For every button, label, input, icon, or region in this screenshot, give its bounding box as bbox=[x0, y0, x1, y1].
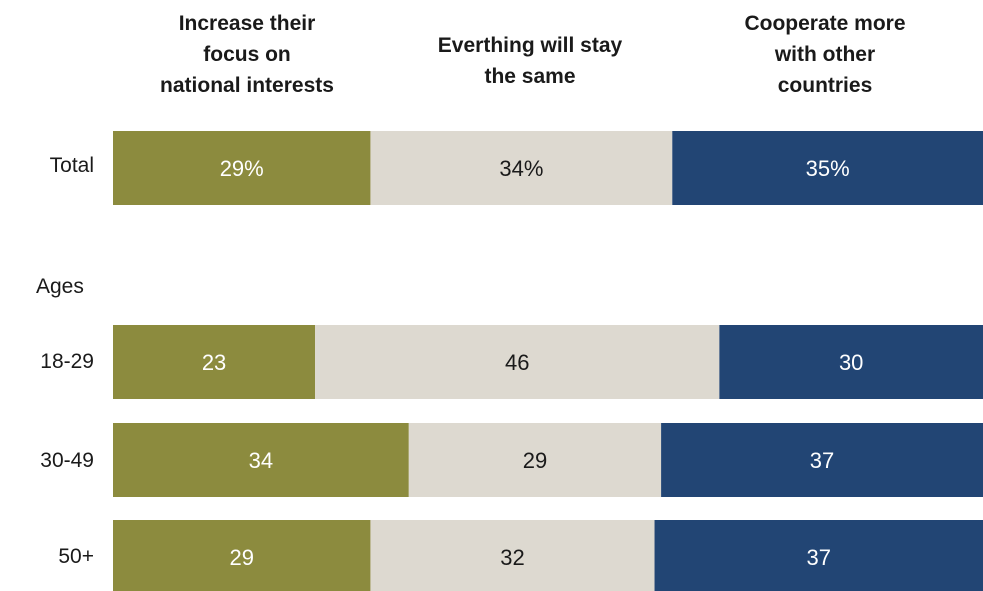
row-label-total: Total bbox=[49, 154, 94, 177]
bar-50-plus-national-interests bbox=[113, 520, 371, 591]
bar-total-cooperate bbox=[672, 131, 983, 205]
row-label-18-29: 18-29 bbox=[40, 350, 94, 373]
bar-30-49-cooperate bbox=[661, 423, 983, 497]
data-label-18-29-national-interests: 23 bbox=[202, 350, 226, 375]
data-label-30-49-cooperate: 37 bbox=[810, 448, 834, 473]
bar-18-29-cooperate bbox=[719, 325, 983, 399]
data-label-18-29-cooperate: 30 bbox=[839, 350, 863, 375]
data-label-50-plus-stay-same: 32 bbox=[500, 545, 524, 570]
bar-30-49-national-interests bbox=[113, 423, 409, 497]
data-label-30-49-national-interests: 34 bbox=[249, 448, 273, 473]
bar-50-plus-cooperate bbox=[654, 520, 983, 591]
data-label-total-national-interests: 29% bbox=[220, 156, 264, 181]
row-label-30-49: 30-49 bbox=[40, 449, 94, 472]
data-label-total-cooperate: 35% bbox=[806, 156, 850, 181]
bar-18-29-stay-same bbox=[315, 325, 720, 399]
bar-50-plus-stay-same bbox=[370, 520, 655, 591]
data-label-50-plus-national-interests: 29 bbox=[229, 545, 253, 570]
data-label-18-29-stay-same: 46 bbox=[505, 350, 529, 375]
legend-header-national-interests: Increase their focus on national interes… bbox=[160, 12, 334, 97]
bar-total-stay-same bbox=[370, 131, 673, 205]
bar-18-29-national-interests bbox=[113, 325, 316, 399]
legend-header-stay-the-same: Everthing will stay the same bbox=[437, 34, 623, 88]
row-label-50-plus: 50+ bbox=[58, 545, 94, 568]
data-label-total-stay-same: 34% bbox=[499, 156, 543, 181]
bar-30-49-stay-same bbox=[408, 423, 662, 497]
group-label-ages: Ages bbox=[36, 275, 84, 298]
data-label-50-plus-cooperate: 37 bbox=[807, 545, 831, 570]
bar-total-national-interests bbox=[113, 131, 371, 205]
legend-header-cooperate: Cooperate more with other countries bbox=[744, 12, 906, 97]
data-label-30-49-stay-same: 29 bbox=[523, 448, 547, 473]
